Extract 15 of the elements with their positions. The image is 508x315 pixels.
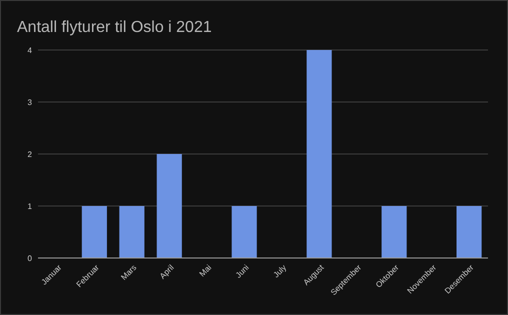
y-tick-label: 3 [28, 98, 33, 107]
bar [382, 206, 407, 258]
y-tick-label: 1 [28, 202, 33, 211]
y-tick-label: 4 [28, 46, 33, 55]
bar [456, 206, 482, 258]
bar [119, 206, 144, 258]
chart-title: Antall flyturer til Oslo i 2021 [17, 19, 212, 36]
y-tick-label: 0 [28, 254, 33, 263]
bar [156, 154, 182, 258]
x-tick-label: July [272, 263, 288, 280]
bar [232, 206, 257, 258]
bar [306, 50, 332, 258]
x-tick-label: Mai [198, 262, 214, 279]
y-tick-label: 2 [28, 150, 33, 159]
bar [82, 206, 107, 258]
